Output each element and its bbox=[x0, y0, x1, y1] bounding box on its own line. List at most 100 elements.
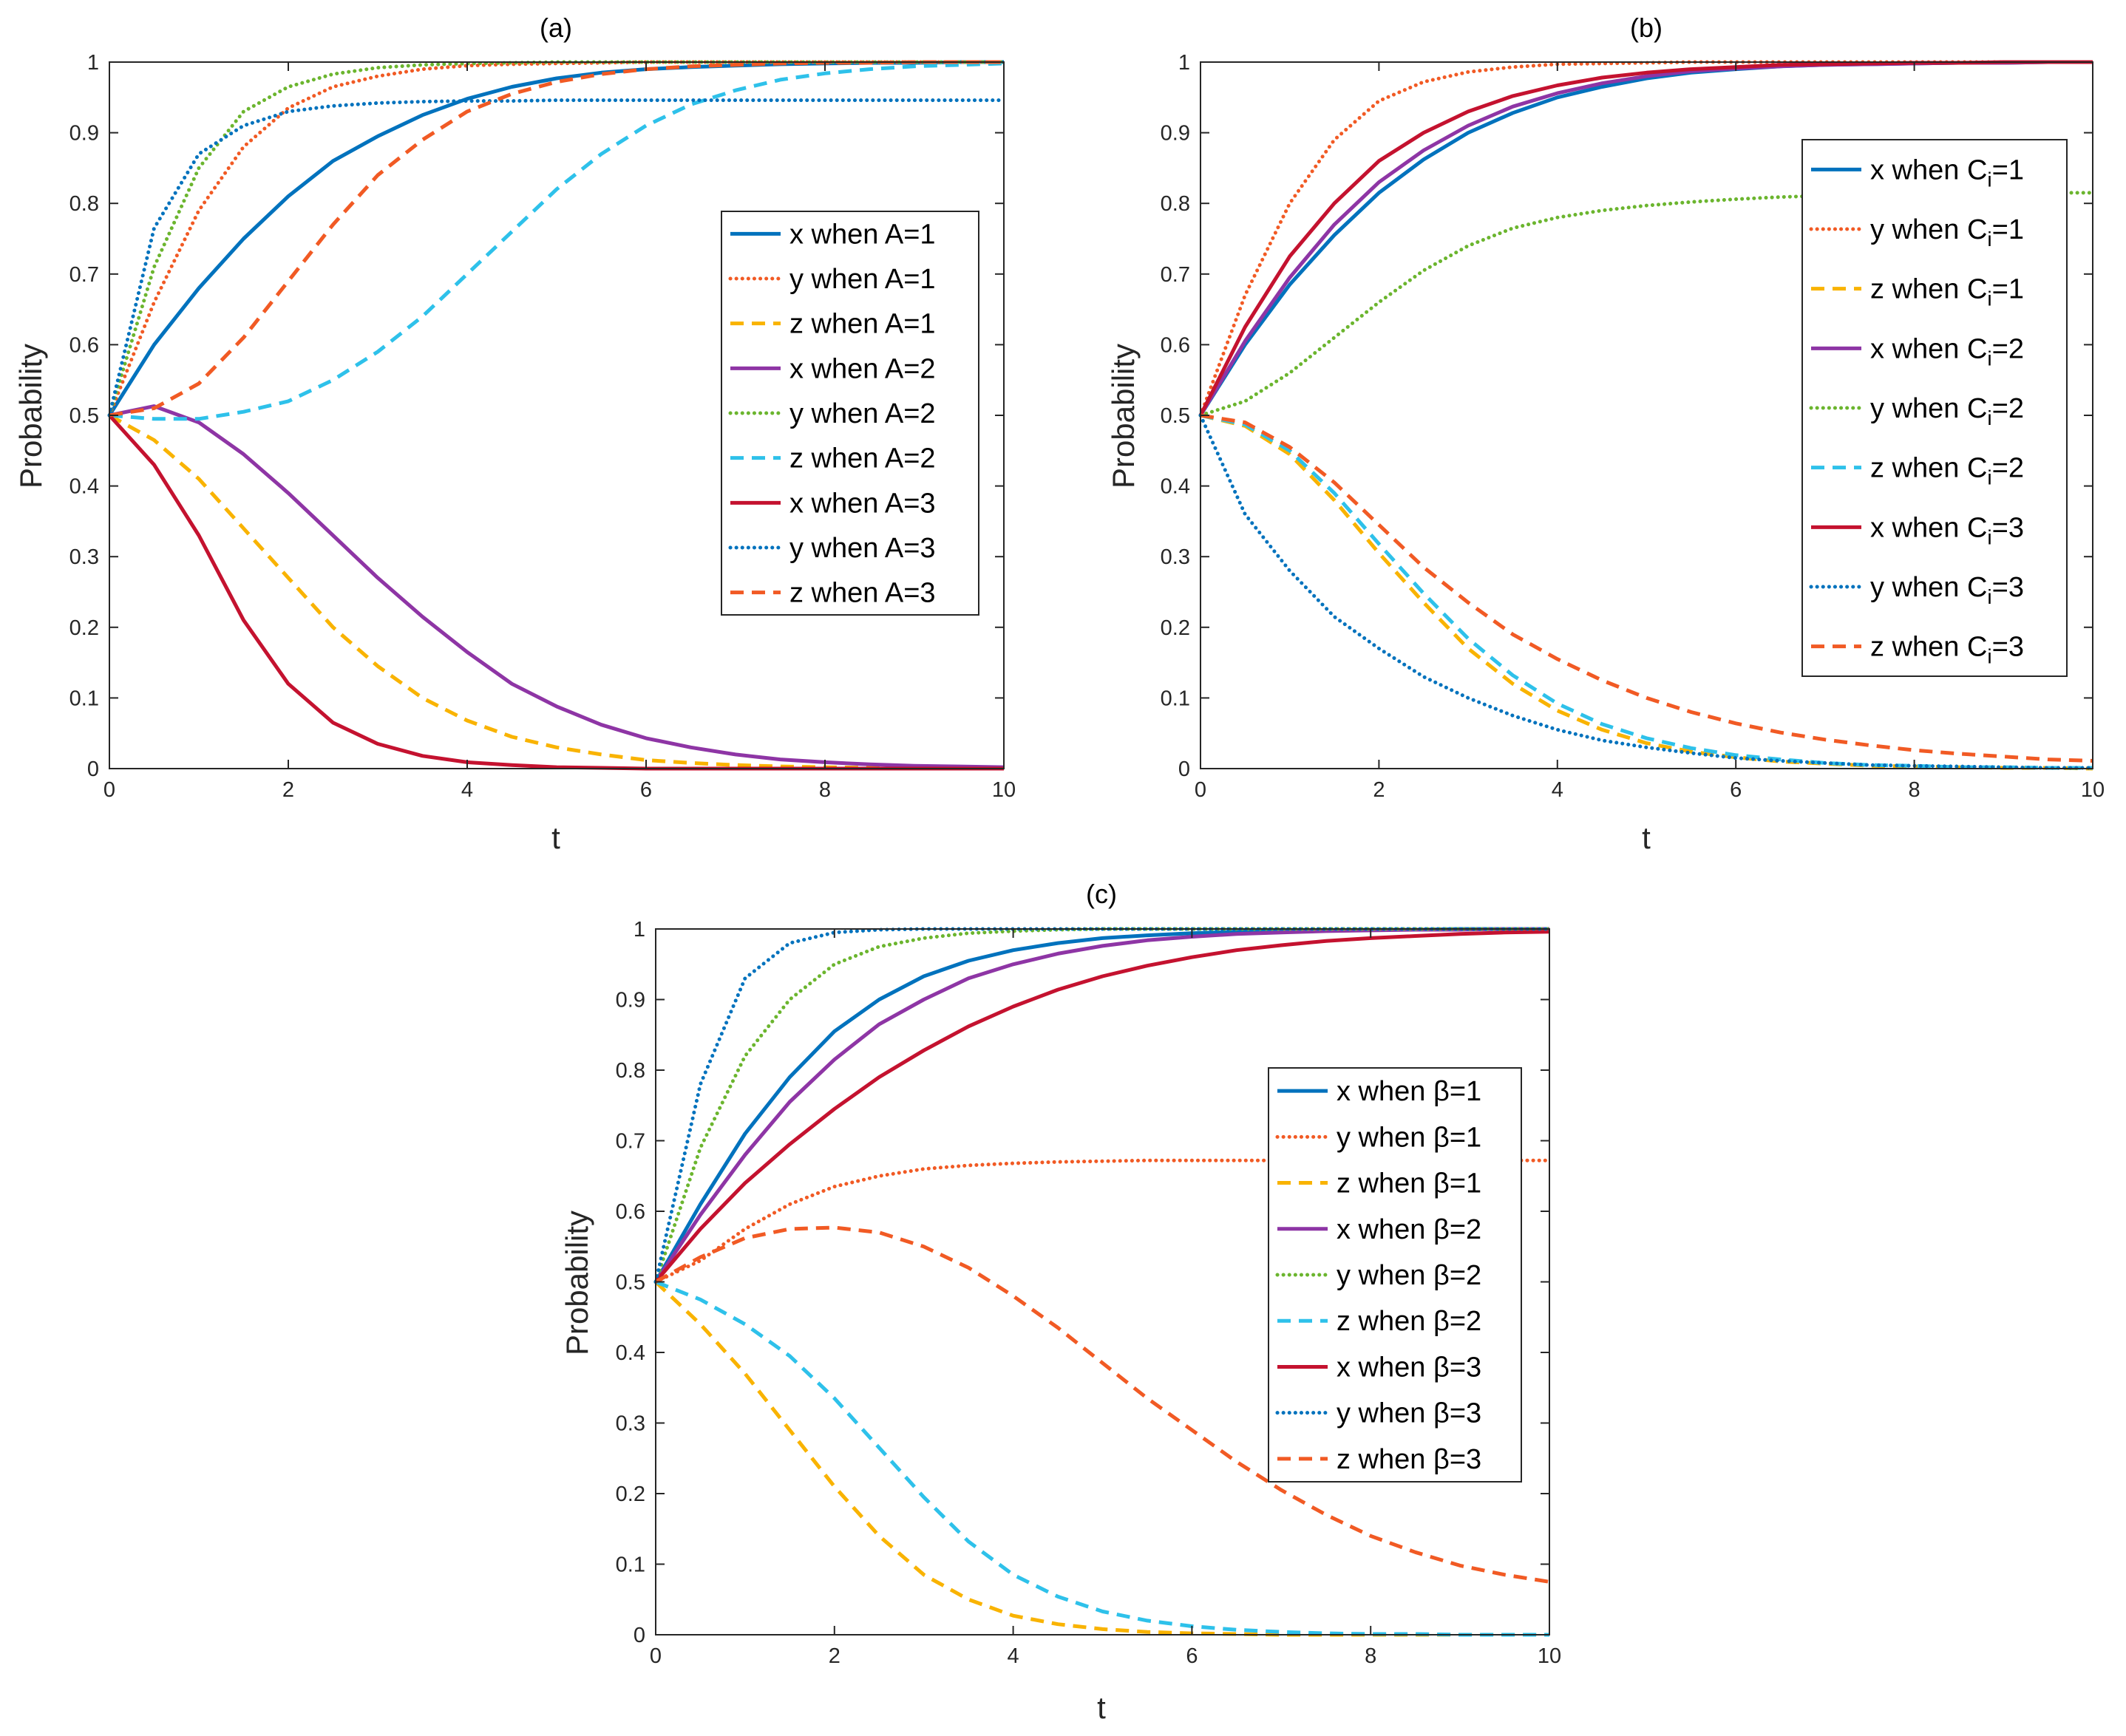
legend-label: y when Ci=1 bbox=[1870, 214, 2024, 251]
x-tick-label: 2 bbox=[1373, 778, 1385, 802]
legend-suffix: =3 bbox=[1992, 632, 2024, 663]
y-tick-label: 0.2 bbox=[1161, 616, 1190, 640]
legend-label: x when β=1 bbox=[1337, 1076, 1481, 1107]
y-tick-label: 0.1 bbox=[616, 1553, 645, 1577]
y-tick-label: 0.6 bbox=[1161, 333, 1190, 357]
y-tick-label: 0.9 bbox=[1161, 122, 1190, 146]
y-tick-label: 0.7 bbox=[616, 1130, 645, 1154]
y-tick-label: 0.3 bbox=[69, 545, 99, 569]
x-tick-label: 10 bbox=[992, 778, 1016, 802]
legend-subscript: i bbox=[1987, 466, 1991, 489]
series-line-8 bbox=[1198, 413, 2095, 770]
x-tick-label: 6 bbox=[1186, 1644, 1198, 1668]
y-tick-label: 0.5 bbox=[616, 1271, 645, 1295]
panel-title: (a) bbox=[540, 13, 572, 43]
x-axis-label: t bbox=[1642, 820, 1651, 855]
legend-subscript: i bbox=[1987, 585, 1991, 608]
legend-label: z when A=1 bbox=[789, 309, 936, 340]
legend: x when A=1 y when A=1 z when A=1 x when A=2… bbox=[721, 211, 979, 616]
series-line-6 bbox=[109, 61, 1005, 421]
legend-suffix: =1 bbox=[1992, 274, 2024, 305]
legend-label: y when β=3 bbox=[1337, 1398, 1481, 1429]
y-tick-label: 0.8 bbox=[69, 192, 99, 216]
legend-label: y when A=2 bbox=[789, 398, 936, 429]
y-tick-label: 0.8 bbox=[616, 1059, 645, 1083]
legend-subscript: i bbox=[1987, 406, 1991, 429]
panel-a: (a) t Probability 0 2 4 6 8 10 0 0.1 0.2 0.3 0.4 0.… bbox=[13, 13, 1016, 855]
x-tick-label: 8 bbox=[1909, 778, 1920, 802]
legend-label: x when β=3 bbox=[1337, 1352, 1481, 1383]
y-axis-label: Probability bbox=[13, 344, 48, 489]
y-tick-label: 0.2 bbox=[69, 616, 99, 640]
legend-label: z when A=2 bbox=[789, 443, 936, 474]
series-line-8 bbox=[107, 98, 1006, 418]
y-tick-label: 0 bbox=[87, 758, 99, 781]
x-tick-label: 6 bbox=[640, 778, 652, 802]
legend-label: y when A=3 bbox=[789, 533, 936, 564]
legend-label: z when β=1 bbox=[1337, 1168, 1481, 1199]
x-tick-label: 2 bbox=[282, 778, 294, 802]
legend-suffix: =2 bbox=[1992, 393, 2024, 424]
legend-subscript: i bbox=[1987, 168, 1991, 191]
legend-subscript: i bbox=[1987, 525, 1991, 548]
legend-label: y when β=2 bbox=[1337, 1260, 1481, 1291]
legend-subscript: i bbox=[1987, 287, 1991, 310]
legend-subscript: i bbox=[1987, 347, 1991, 370]
legend-label: z when β=3 bbox=[1337, 1444, 1481, 1475]
legend-suffix: =3 bbox=[1992, 572, 2024, 603]
y-tick-label: 0.7 bbox=[1161, 263, 1190, 287]
y-tick-label: 0.7 bbox=[69, 263, 99, 287]
x-tick-label: 4 bbox=[461, 778, 473, 802]
panel-title: (c) bbox=[1086, 879, 1117, 909]
x-tick-label: 4 bbox=[1008, 1644, 1019, 1668]
y-tick-label: 0.3 bbox=[1161, 545, 1190, 569]
x-axis-label: t bbox=[551, 820, 560, 855]
legend-label: x when A=1 bbox=[789, 219, 936, 250]
legend-suffix: =2 bbox=[1992, 333, 2024, 364]
legend-label: z when Ci=1 bbox=[1870, 274, 2024, 310]
legend-label: z when Ci=2 bbox=[1870, 453, 2024, 489]
y-tick-label: 0.4 bbox=[69, 475, 99, 499]
x-tick-label: 10 bbox=[1538, 1644, 1561, 1668]
y-axis-label: Probability bbox=[1106, 344, 1141, 489]
series-line-9 bbox=[1200, 413, 2093, 763]
x-tick-label: 2 bbox=[829, 1644, 840, 1668]
legend-label: z when A=3 bbox=[789, 578, 936, 609]
x-tick-label: 8 bbox=[819, 778, 831, 802]
x-tick-label: 0 bbox=[103, 778, 115, 802]
y-tick-label: 0.2 bbox=[616, 1483, 645, 1506]
y-tick-label: 0.5 bbox=[69, 404, 99, 428]
legend-suffix: =1 bbox=[1992, 154, 2024, 185]
legend-label: y when β=1 bbox=[1337, 1122, 1481, 1153]
x-tick-label: 8 bbox=[1365, 1644, 1376, 1668]
legend-label: x when A=2 bbox=[789, 353, 936, 384]
y-tick-label: 0.1 bbox=[1161, 687, 1190, 710]
legend-label: z when Ci=3 bbox=[1870, 632, 2024, 668]
panel-c: (c) t Probability 0 2 4 6 8 10 0 0.1 0.2 0.3 0.4 0.… bbox=[560, 879, 1561, 1725]
y-tick-label: 0.9 bbox=[616, 989, 645, 1012]
legend: x when β=1 y when β=1 z when β=1 x when β=2… bbox=[1268, 1067, 1522, 1483]
legend-subscript: i bbox=[1987, 645, 1991, 668]
y-tick-label: 0.8 bbox=[1161, 192, 1190, 216]
panel-title: (b) bbox=[1630, 13, 1663, 43]
legend-label: x when Ci=2 bbox=[1870, 333, 2024, 370]
legend-box bbox=[1268, 1067, 1522, 1483]
x-tick-label: 0 bbox=[650, 1644, 662, 1668]
legend-label: z when β=2 bbox=[1337, 1306, 1481, 1337]
legend-label: x when A=3 bbox=[789, 488, 936, 519]
legend-label: y when Ci=3 bbox=[1870, 572, 2024, 608]
legend-suffix: =2 bbox=[1992, 453, 2024, 484]
y-axis-label: Probability bbox=[560, 1211, 594, 1355]
x-axis-label: t bbox=[1097, 1690, 1106, 1725]
y-tick-label: 0.5 bbox=[1161, 404, 1190, 428]
legend-label: x when β=2 bbox=[1337, 1214, 1481, 1245]
y-tick-label: 1 bbox=[87, 51, 99, 75]
y-tick-label: 0.1 bbox=[69, 687, 99, 710]
legend-label: y when A=1 bbox=[789, 264, 936, 295]
series-line-9 bbox=[654, 1225, 1550, 1584]
legend: x when Ci=1 y when Ci=1 z when Ci=1 x when … bbox=[1801, 139, 2068, 677]
y-tick-label: 1 bbox=[634, 918, 645, 942]
legend-suffix: =3 bbox=[1992, 512, 2024, 543]
legend-label: x when Ci=3 bbox=[1870, 512, 2024, 548]
